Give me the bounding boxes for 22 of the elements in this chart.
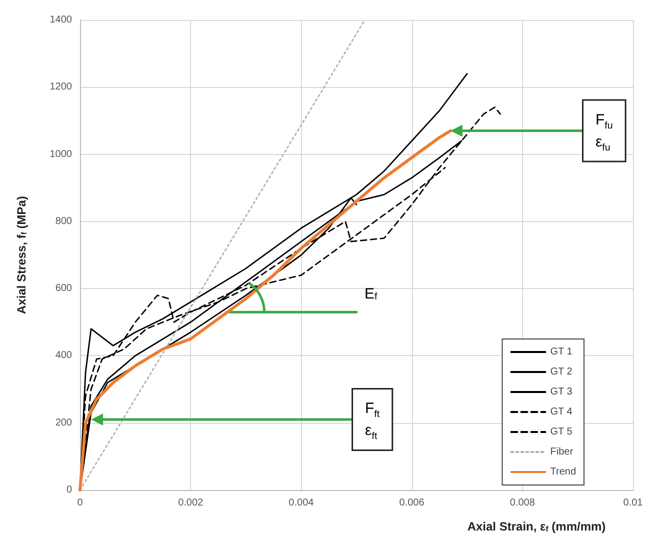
x-tick-label: 0.01 [623,498,644,508]
y-tick-label: 0 [66,484,72,496]
legend-label: GT 2 [550,366,573,378]
x-tick-label: 0.004 [288,498,314,508]
legend-label: GT 1 [550,346,573,358]
y-tick-label: 400 [55,350,72,362]
x-tick-label: 0 [77,498,84,508]
annotation: Ef [364,286,378,303]
legend-label: GT 4 [550,406,573,418]
y-tick-label: 800 [55,216,72,227]
y-tick-label: 1000 [50,148,72,160]
legend-label: Trend [550,466,576,478]
y-tick-label: 1400 [50,14,72,26]
legend-label: GT 3 [550,386,573,398]
x-tick-label: 0.008 [510,498,536,508]
x-tick-label: 0.006 [399,498,425,508]
y-tick-label: 600 [55,283,72,294]
y-tick-label: 1200 [50,82,72,93]
legend-label: GT 5 [550,426,573,438]
y-tick-label: 200 [55,417,72,428]
x-tick-label: 0.002 [178,498,204,508]
legend-label: Fiber [550,446,574,458]
